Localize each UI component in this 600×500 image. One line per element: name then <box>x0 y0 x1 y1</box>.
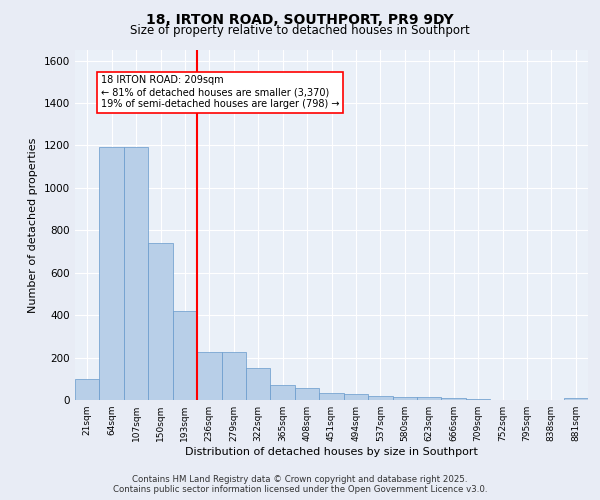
Bar <box>271 385 295 400</box>
Bar <box>246 368 271 400</box>
Bar <box>197 352 221 400</box>
Y-axis label: Number of detached properties: Number of detached properties <box>28 138 38 312</box>
X-axis label: Distribution of detached houses by size in Southport: Distribution of detached houses by size … <box>185 447 478 457</box>
Bar <box>173 311 197 400</box>
Bar <box>344 394 368 400</box>
Text: Size of property relative to detached houses in Southport: Size of property relative to detached ho… <box>130 24 470 37</box>
Bar <box>368 396 392 400</box>
Bar <box>442 398 466 400</box>
Bar <box>221 352 246 400</box>
Text: 18 IRTON ROAD: 209sqm
← 81% of detached houses are smaller (3,370)
19% of semi-d: 18 IRTON ROAD: 209sqm ← 81% of detached … <box>101 76 339 108</box>
Bar <box>295 388 319 400</box>
Text: Contains HM Land Registry data © Crown copyright and database right 2025.
Contai: Contains HM Land Registry data © Crown c… <box>113 474 487 494</box>
Bar <box>148 243 173 400</box>
Bar <box>124 146 148 400</box>
Bar <box>417 397 442 400</box>
Bar <box>100 146 124 400</box>
Bar <box>319 392 344 400</box>
Bar <box>563 398 588 400</box>
Bar <box>75 379 100 400</box>
Text: 18, IRTON ROAD, SOUTHPORT, PR9 9DY: 18, IRTON ROAD, SOUTHPORT, PR9 9DY <box>146 12 454 26</box>
Bar <box>392 397 417 400</box>
Bar <box>466 399 490 400</box>
